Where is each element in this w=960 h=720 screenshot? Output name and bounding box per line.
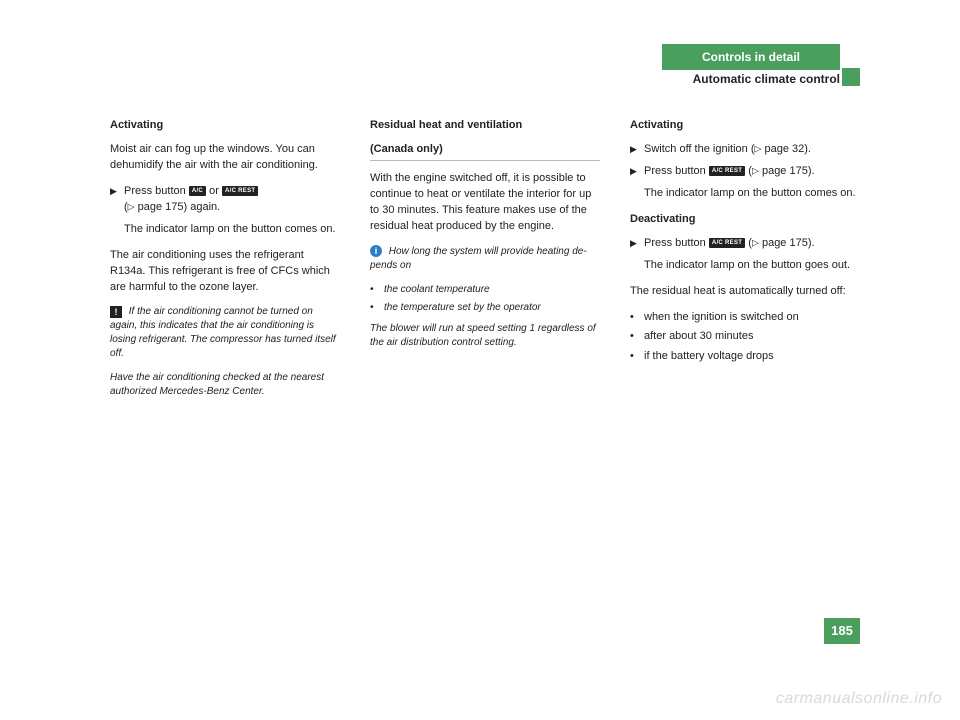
col3-b1: when the ignition is switched on bbox=[644, 310, 860, 326]
col2-b1: the coolant temperature bbox=[384, 283, 600, 298]
col3-bullet3: •if the battery voltage drops bbox=[630, 349, 860, 365]
col2-sub: (Canada only) bbox=[370, 142, 600, 161]
col3-para: The residual heat is automatically turne… bbox=[630, 284, 860, 300]
content-columns: Activating Moist air can fog up the wind… bbox=[110, 118, 860, 409]
col3-bullet2: •after about 30 minutes bbox=[630, 329, 860, 345]
col3-s3ref: page 175). bbox=[762, 237, 815, 249]
step-arrow-icon: ▶ bbox=[630, 236, 638, 252]
pageref-icon: ▷ bbox=[754, 144, 761, 154]
col2-info: i How long the system will provide heati… bbox=[370, 245, 600, 273]
col3-s3a: Press button bbox=[644, 237, 709, 249]
ac-button-icon: A/C bbox=[189, 186, 206, 196]
watermark: carmanualsonline.info bbox=[776, 690, 942, 708]
ac-rest-button-icon: A/C REST bbox=[709, 238, 745, 248]
section-marker bbox=[842, 68, 860, 86]
col3-b2: after about 30 minutes bbox=[644, 329, 860, 345]
col1-step1-b: or bbox=[209, 185, 222, 197]
col3-step1: ▶ Switch off the ignition (▷ page 32). bbox=[630, 142, 860, 158]
col3-b3: if the battery voltage drops bbox=[644, 349, 860, 365]
ac-rest-button-icon: A/C REST bbox=[709, 166, 745, 176]
col3-s2a: Press button bbox=[644, 165, 709, 177]
pageref-icon: ▷ bbox=[128, 201, 135, 211]
step-arrow-icon: ▶ bbox=[630, 142, 638, 158]
col1-step1-ref: page 175) again. bbox=[138, 201, 221, 213]
chapter-tab: Controls in detail bbox=[662, 44, 840, 70]
info-icon: i bbox=[370, 245, 382, 257]
col3-s1ref: page 32). bbox=[764, 143, 810, 155]
col3-s1a: Switch off the ignition bbox=[644, 143, 751, 155]
section-title: Automatic climate control bbox=[693, 72, 840, 86]
col3-heading2: Deactivating bbox=[630, 212, 860, 228]
col3-heading1: Activating bbox=[630, 118, 860, 134]
column-1: Activating Moist air can fog up the wind… bbox=[110, 118, 340, 409]
col2-b2: the temperature set by the operator bbox=[384, 301, 600, 316]
col1-step1: ▶ Press button A/C or A/C REST (▷ page 1… bbox=[110, 184, 340, 216]
col1-result1: The indicator lamp on the button comes o… bbox=[124, 222, 340, 238]
col1-warn2: Have the air conditioning checked at the… bbox=[110, 371, 340, 399]
step-arrow-icon: ▶ bbox=[110, 184, 118, 216]
manual-page: Controls in detail Automatic climate con… bbox=[0, 0, 960, 720]
col2-info-text: How long the system will provide heating… bbox=[370, 246, 587, 271]
column-3: Activating ▶ Switch off the ignition (▷ … bbox=[630, 118, 860, 409]
col1-warn-text: If the air conditioning cannot be turned… bbox=[110, 306, 336, 359]
col1-intro: Moist air can fog up the windows. You ca… bbox=[110, 142, 340, 174]
col3-res1: The indicator lamp on the button comes o… bbox=[644, 186, 860, 202]
col3-step3: ▶ Press button A/C REST (▷ page 175). bbox=[630, 236, 860, 252]
col3-s2ref: page 175). bbox=[762, 165, 815, 177]
page-number: 185 bbox=[824, 618, 860, 644]
col2-bullet2: •the temperature set by the operator bbox=[370, 301, 600, 316]
col2-bullet1: •the coolant temperature bbox=[370, 283, 600, 298]
pageref-icon: ▷ bbox=[752, 165, 759, 175]
column-2: Residual heat and ventilation (Canada on… bbox=[370, 118, 600, 409]
warning-icon: ! bbox=[110, 306, 122, 318]
col3-res2: The indicator lamp on the button goes ou… bbox=[644, 258, 860, 274]
pageref-icon: ▷ bbox=[752, 237, 759, 247]
col2-heading: Residual heat and ventilation bbox=[370, 118, 600, 134]
col2-tail: The blower will run at speed setting 1 r… bbox=[370, 322, 600, 351]
col1-heading: Activating bbox=[110, 118, 340, 134]
col3-bullet1: •when the ignition is switched on bbox=[630, 310, 860, 326]
step-arrow-icon: ▶ bbox=[630, 164, 638, 180]
ac-rest-button-icon: A/C REST bbox=[222, 186, 258, 196]
col1-para2: The air conditioning uses the refrigeran… bbox=[110, 248, 340, 296]
col2-intro: With the engine switched off, it is poss… bbox=[370, 171, 600, 235]
col1-step1-a: Press button bbox=[124, 185, 189, 197]
col1-warn: ! If the air conditioning cannot be turn… bbox=[110, 305, 340, 361]
col3-step2: ▶ Press button A/C REST (▷ page 175). bbox=[630, 164, 860, 180]
